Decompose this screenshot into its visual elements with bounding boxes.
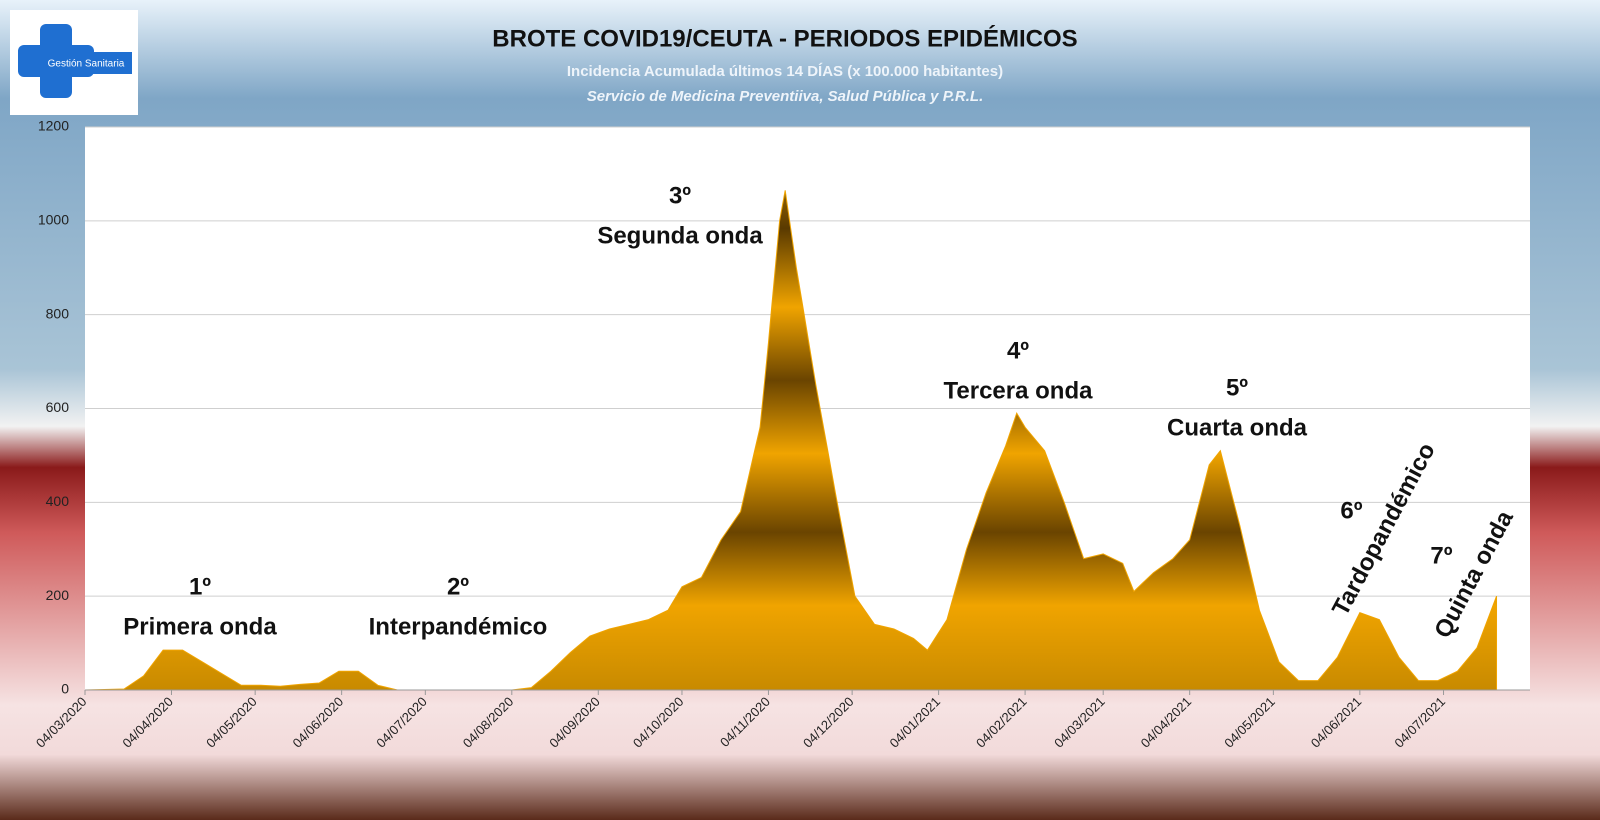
annotation-line: 7º	[1430, 543, 1452, 570]
annotation-line: Primera onda	[123, 613, 277, 640]
annotation-line: 1º	[189, 573, 211, 600]
logo-text: Gestión Sanitaria	[48, 59, 125, 70]
annotation: 4º Tercera onda	[944, 337, 1094, 404]
logo-band	[40, 52, 132, 74]
y-tick-label: 400	[46, 493, 70, 509]
annotation-line: Tercera onda	[944, 377, 1094, 404]
annotation: 2º Interpandémico	[369, 573, 548, 640]
annotation-line: 4º	[1007, 337, 1029, 364]
annotation-line: 3º	[669, 182, 691, 209]
y-tick-label: 1000	[38, 212, 69, 228]
annotation-line: Segunda onda	[597, 222, 763, 249]
y-tick-label: 0	[61, 681, 69, 697]
annotation-line: Cuarta onda	[1167, 414, 1308, 441]
y-tick-label: 800	[46, 305, 70, 321]
annotation: 1º Primera onda	[123, 573, 277, 640]
chart-source: Servicio de Medicina Preventiiva, Salud …	[587, 88, 984, 105]
y-tick-label: 1200	[38, 118, 69, 134]
chart-subtitle: Incidencia Acumulada últimos 14 DÍAS (x …	[567, 63, 1003, 80]
annotation: 3º Segunda onda	[597, 182, 763, 249]
annotation-line: 5º	[1226, 374, 1248, 401]
area	[84, 190, 1498, 691]
annotation-line: 2º	[447, 573, 469, 600]
annotation-line: Interpandémico	[369, 613, 548, 640]
y-tick-label: 200	[46, 587, 70, 603]
chart-title: BROTE COVID19/CEUTA - PERIODOS EPIDÉMICO…	[492, 24, 1077, 52]
annotation: 5º Cuarta onda	[1167, 374, 1308, 441]
y-tick-label: 600	[46, 399, 70, 415]
annotation-line: 6º	[1340, 498, 1362, 525]
